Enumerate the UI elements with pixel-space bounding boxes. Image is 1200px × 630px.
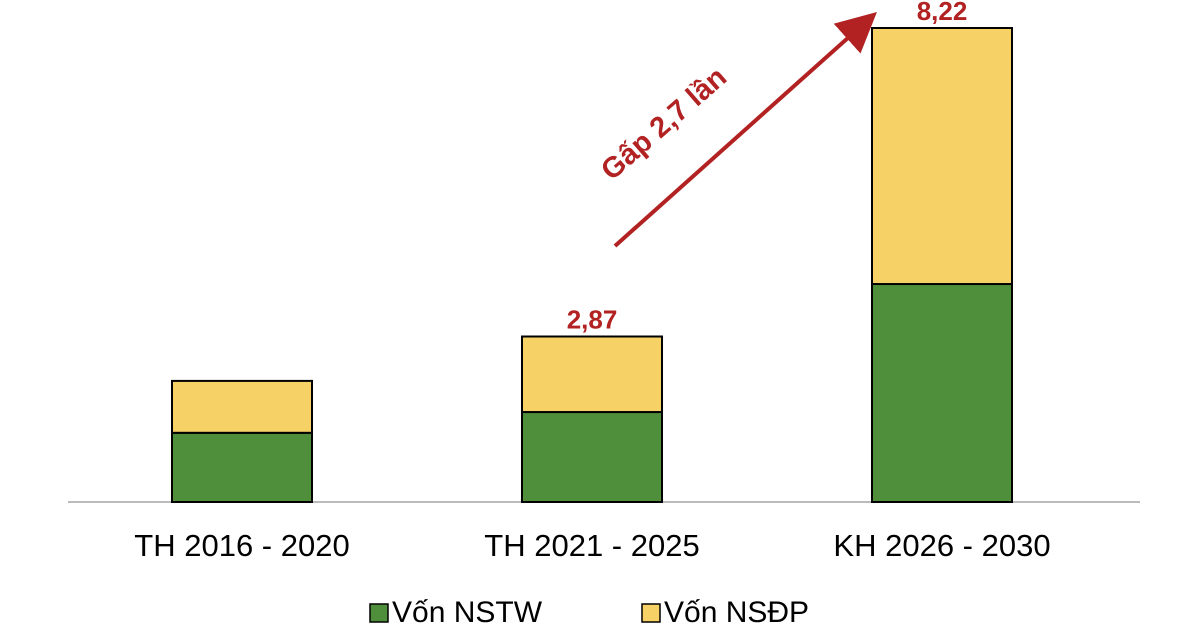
x-tick-label: TH 2016 - 2020 [134, 528, 349, 563]
legend-label: Vốn NSTW [392, 596, 543, 629]
bar-segment [871, 283, 1013, 504]
bar-segment [171, 379, 313, 434]
legend-label: Vốn NSĐP [664, 596, 809, 629]
x-tick-label: TH 2021 - 2025 [484, 528, 699, 563]
total-label: 8,22 [917, 0, 968, 26]
legend-swatch [369, 603, 389, 623]
growth-arrow [613, 12, 877, 248]
x-tick-label: KH 2026 - 2030 [833, 528, 1050, 563]
bar-segment [171, 431, 313, 503]
legend-swatch [641, 603, 661, 623]
bar-segment [871, 27, 1013, 286]
bar-segment [521, 335, 663, 414]
annotation: Gấp 2,7 lần [595, 61, 733, 187]
bar-segment [521, 411, 663, 503]
total-label: 2,87 [567, 304, 618, 334]
